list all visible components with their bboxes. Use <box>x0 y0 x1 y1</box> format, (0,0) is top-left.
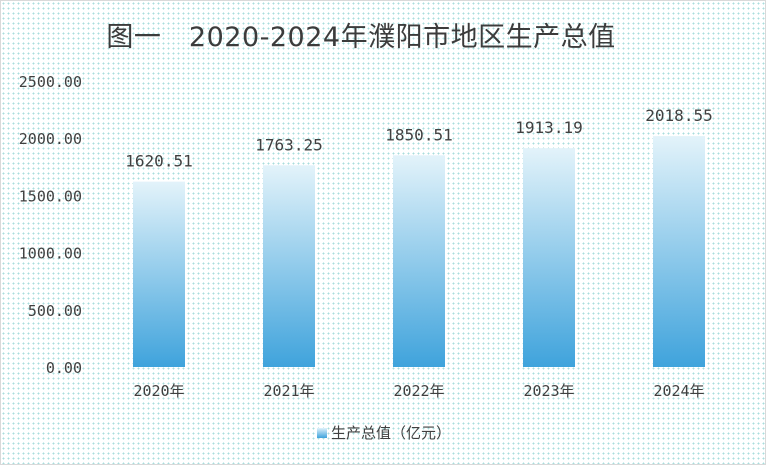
y-tick-label: 2500.00 <box>19 73 82 91</box>
bar <box>393 155 445 367</box>
y-tick-label: 1500.00 <box>19 187 82 205</box>
x-tick-label: 2022年 <box>393 382 444 400</box>
data-label: 1913.19 <box>515 118 582 137</box>
y-axis: 0.00 500.00 1000.00 1500.00 2000.00 2500.00 <box>19 73 82 377</box>
y-tick-label: 2000.00 <box>19 130 82 148</box>
data-label: 2018.55 <box>645 106 712 125</box>
legend-label: 生产总值（亿元） <box>330 424 451 442</box>
y-tick-label: 500.00 <box>28 302 82 320</box>
data-label: 1620.51 <box>125 152 192 171</box>
y-tick-label: 1000.00 <box>19 245 82 263</box>
bar <box>523 148 575 367</box>
x-tick-label: 2023年 <box>523 382 574 400</box>
x-tick-label: 2024年 <box>653 382 704 400</box>
bar-series <box>133 136 705 367</box>
chart-title: 图一 2020-2024年濮阳市地区生产总值 <box>106 22 616 53</box>
bar <box>653 136 705 367</box>
data-labels: 1620.51 1763.25 1850.51 1913.19 2018.55 <box>125 106 712 171</box>
x-tick-label: 2021年 <box>263 382 314 400</box>
data-label: 1850.51 <box>385 125 452 144</box>
y-tick-label: 0.00 <box>46 359 82 377</box>
x-axis: 2020年 2021年 2022年 2023年 2024年 <box>133 382 704 400</box>
legend-swatch <box>316 428 327 438</box>
legend: 生产总值（亿元） <box>1 422 766 443</box>
bar <box>263 165 315 367</box>
bar <box>133 181 185 367</box>
x-tick-label: 2020年 <box>133 382 184 400</box>
data-label: 1763.25 <box>255 135 322 154</box>
